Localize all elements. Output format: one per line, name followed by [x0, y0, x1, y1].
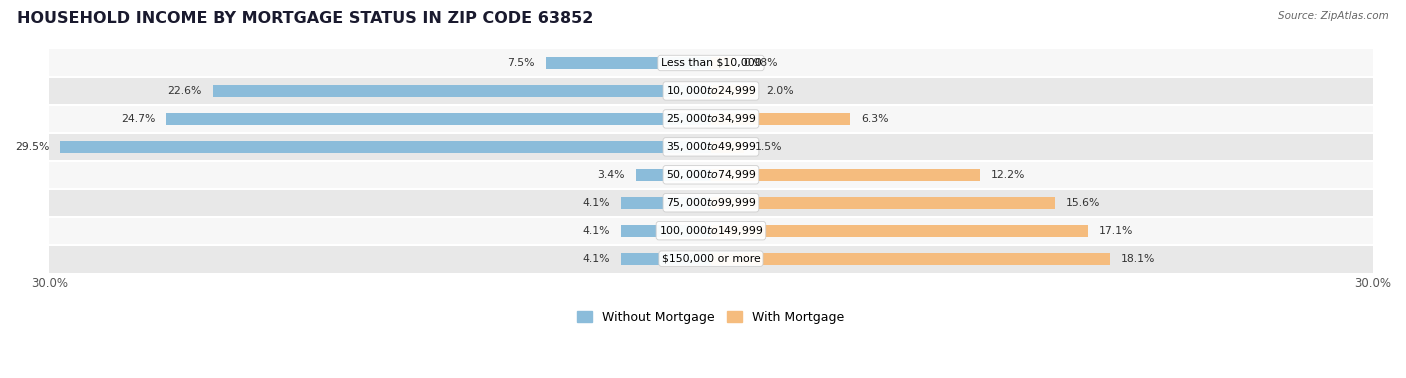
- Text: HOUSEHOLD INCOME BY MORTGAGE STATUS IN ZIP CODE 63852: HOUSEHOLD INCOME BY MORTGAGE STATUS IN Z…: [17, 11, 593, 26]
- Text: 15.6%: 15.6%: [1066, 198, 1101, 208]
- Text: 1.5%: 1.5%: [755, 142, 783, 152]
- Bar: [711, 197, 1054, 209]
- Text: 4.1%: 4.1%: [582, 198, 609, 208]
- Bar: [49, 161, 1372, 189]
- Text: 22.6%: 22.6%: [167, 86, 201, 96]
- Text: $75,000 to $99,999: $75,000 to $99,999: [666, 196, 756, 209]
- Text: $10,000 to $24,999: $10,000 to $24,999: [666, 84, 756, 98]
- Legend: Without Mortgage, With Mortgage: Without Mortgage, With Mortgage: [572, 306, 849, 329]
- Bar: [49, 105, 1372, 133]
- Bar: [49, 189, 1372, 217]
- Bar: [49, 245, 1372, 273]
- Bar: [711, 253, 1111, 265]
- Bar: [620, 197, 711, 209]
- Text: 2.0%: 2.0%: [766, 86, 794, 96]
- Text: Less than $10,000: Less than $10,000: [661, 58, 761, 68]
- Bar: [212, 85, 711, 97]
- Text: 7.5%: 7.5%: [508, 58, 534, 68]
- Bar: [546, 57, 711, 69]
- Text: 29.5%: 29.5%: [15, 142, 49, 152]
- Text: 6.3%: 6.3%: [860, 114, 889, 124]
- Bar: [49, 77, 1372, 105]
- Text: $50,000 to $74,999: $50,000 to $74,999: [666, 168, 756, 181]
- Bar: [636, 169, 711, 181]
- Text: $100,000 to $149,999: $100,000 to $149,999: [659, 224, 763, 237]
- Bar: [49, 217, 1372, 245]
- Text: 4.1%: 4.1%: [582, 254, 609, 264]
- Bar: [49, 49, 1372, 77]
- Bar: [60, 141, 711, 153]
- Text: $150,000 or more: $150,000 or more: [662, 254, 761, 264]
- Text: 17.1%: 17.1%: [1099, 226, 1133, 236]
- Bar: [711, 57, 733, 69]
- Bar: [620, 253, 711, 265]
- Bar: [711, 85, 755, 97]
- Text: 24.7%: 24.7%: [121, 114, 155, 124]
- Bar: [166, 113, 711, 125]
- Text: $35,000 to $49,999: $35,000 to $49,999: [666, 140, 756, 153]
- Bar: [711, 141, 744, 153]
- Text: 4.1%: 4.1%: [582, 226, 609, 236]
- Text: $25,000 to $34,999: $25,000 to $34,999: [666, 112, 756, 125]
- Text: 3.4%: 3.4%: [598, 170, 624, 180]
- Bar: [711, 169, 980, 181]
- Bar: [620, 225, 711, 237]
- Text: Source: ZipAtlas.com: Source: ZipAtlas.com: [1278, 11, 1389, 21]
- Text: 12.2%: 12.2%: [991, 170, 1025, 180]
- Bar: [711, 113, 849, 125]
- Bar: [49, 133, 1372, 161]
- Bar: [711, 225, 1088, 237]
- Text: 0.98%: 0.98%: [744, 58, 778, 68]
- Text: 18.1%: 18.1%: [1121, 254, 1156, 264]
